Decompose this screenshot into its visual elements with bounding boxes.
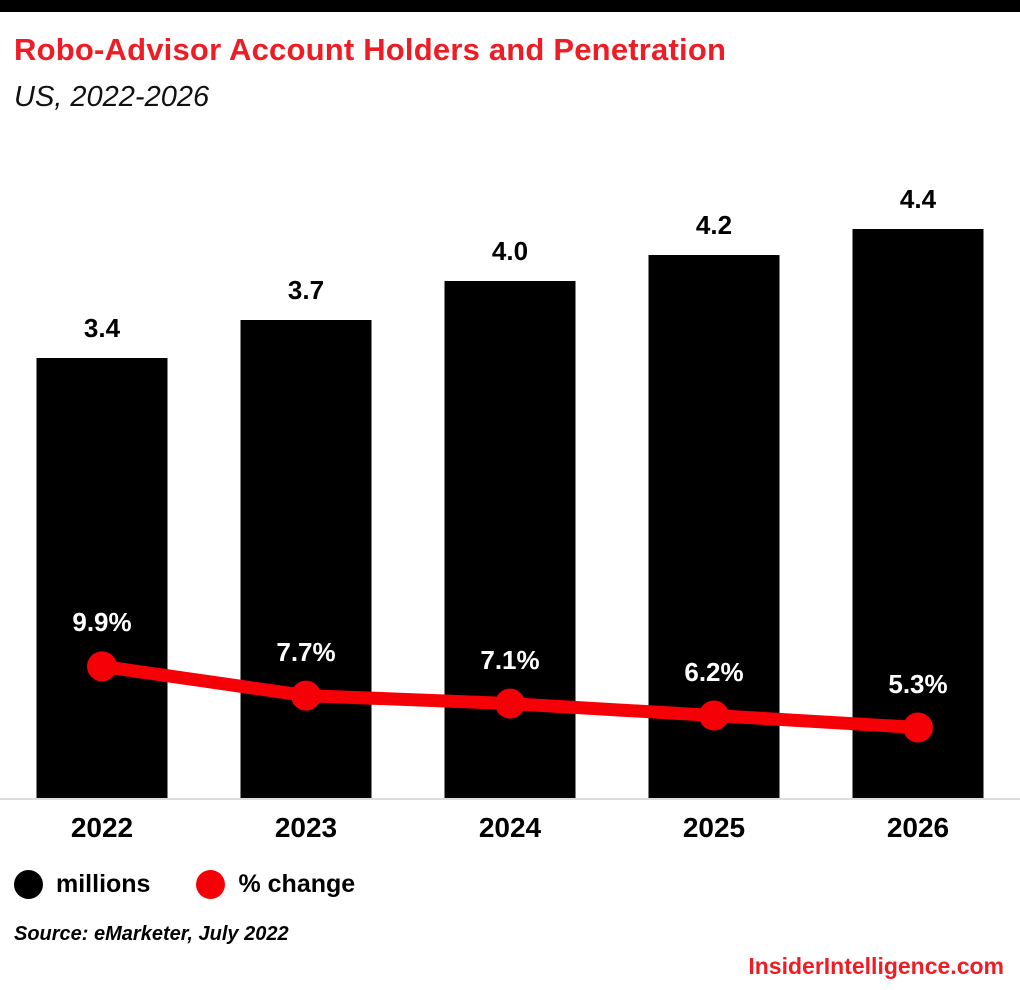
line-point [903, 712, 933, 743]
pct-change-label: 7.1% [480, 644, 540, 675]
x-axis: 2022 2023 2024 2025 2026 [0, 800, 1020, 844]
chart-area: 3.4 9.9% 3.7 7.7% 4.0 7.1% 4.2 6.2% 4.4 5.3% [0, 150, 1020, 800]
source-note: Source: eMarketer, July 2022 [14, 923, 289, 945]
legend-label-millions: millions [56, 870, 151, 898]
red-dot-icon [196, 870, 226, 899]
x-axis-label: 2024 [478, 812, 542, 843]
chart-subtitle: US, 2022-2026 [14, 81, 210, 113]
bar-value-label: 4.2 [695, 209, 733, 240]
bar-column: 3.4 9.9% [0, 150, 204, 798]
pct-change-label: 7.7% [276, 636, 336, 667]
bar-column: 4.4 5.3% [816, 150, 1020, 798]
line-point [699, 700, 729, 731]
legend: millions % change [14, 870, 1020, 899]
x-axis-label: 2023 [274, 812, 338, 843]
top-black-bar [0, 0, 1020, 12]
legend-item-pct-change: % change [196, 870, 355, 899]
bar-value-label: 3.4 [83, 313, 121, 344]
pct-change-label: 5.3% [888, 668, 948, 699]
x-axis-label: 2026 [886, 812, 950, 843]
pct-change-line [87, 651, 933, 743]
legend-item-millions: millions [14, 870, 150, 899]
pct-change-label: 6.2% [684, 656, 744, 687]
bar [852, 229, 984, 798]
bar-value-label: 4.4 [899, 184, 937, 215]
bar-value-label: 4.0 [491, 235, 529, 266]
bar [36, 358, 168, 798]
x-axis-label: 2025 [682, 812, 746, 843]
legend-label-pct-change: % change [238, 870, 356, 898]
bar-value-label: 3.7 [287, 274, 325, 305]
brand-link[interactable]: InsiderIntelligence.com [748, 953, 1004, 979]
line-point [291, 680, 321, 711]
line-point [495, 688, 525, 719]
bar-column: 3.7 7.7% [204, 150, 408, 798]
x-axis-label: 2022 [70, 812, 134, 843]
line-point [87, 651, 117, 682]
bar [240, 319, 372, 798]
page-title: Robo-Advisor Account Holders and Penetra… [14, 32, 727, 67]
pct-change-label: 9.9% [72, 607, 132, 638]
black-dot-icon [14, 870, 43, 899]
